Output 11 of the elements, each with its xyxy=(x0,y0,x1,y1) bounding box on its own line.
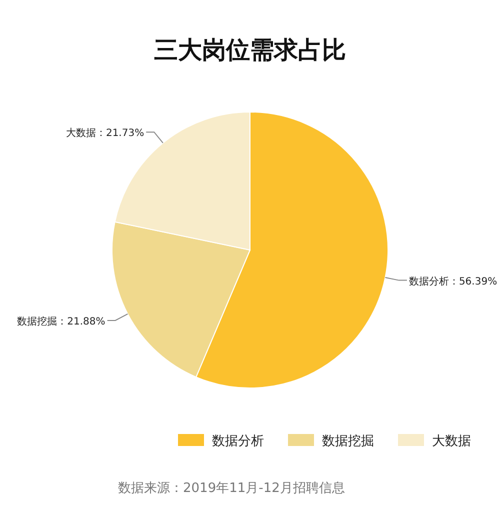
source-note: 数据来源：2019年11月-12月招聘信息 xyxy=(118,481,345,496)
slice-label: 数据挖掘 xyxy=(17,315,58,328)
legend-label: 大数据 xyxy=(432,434,471,449)
slice-label: 数据分析 xyxy=(408,275,449,288)
data-label: ：56.39% xyxy=(448,276,498,288)
data-label: ：21.73% xyxy=(96,128,144,140)
data-label: ：21.88% xyxy=(57,316,106,328)
legend-label: 数据挖掘 xyxy=(322,434,374,449)
legend-label: 数据分析 xyxy=(212,434,264,449)
slice-label: 大数据 xyxy=(66,127,96,140)
chart-title: 三大岗位需求占比 xyxy=(154,36,346,64)
